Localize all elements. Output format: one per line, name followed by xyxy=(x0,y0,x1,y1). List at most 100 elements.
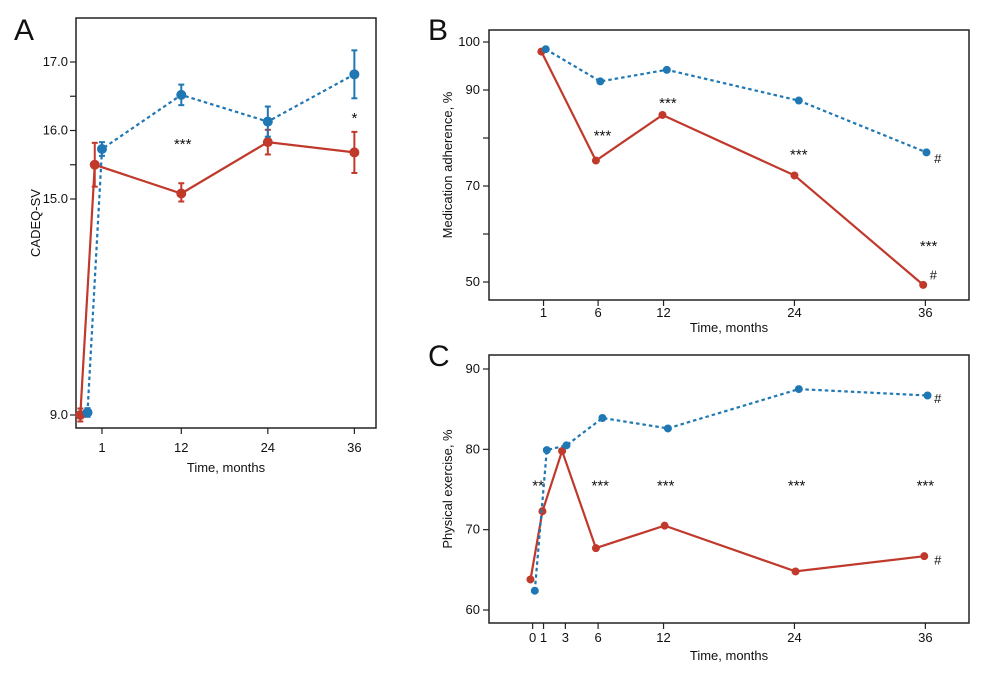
panel-a-ticks: 1 12 24 36 9.0 15.0 16.0 17.0 xyxy=(43,54,362,455)
panel-a-point-blue xyxy=(349,69,360,80)
panel-c-point-red xyxy=(791,567,800,576)
panel-c-series-red-line xyxy=(529,447,925,580)
panel-c-significance-annotation: *** xyxy=(917,477,935,494)
panel-a-y-tick-label: 15.0 xyxy=(43,191,68,206)
panel-b-y-tick-label: 70 xyxy=(466,178,480,193)
panel-a-point-blue xyxy=(82,407,93,418)
panel-b-y-tick-label: 100 xyxy=(458,34,480,49)
panel-c-x-tick-label: 1 xyxy=(540,630,547,645)
panel-a-y-axis-title: CADEQ-SV xyxy=(28,189,43,257)
panel-c-point-blue xyxy=(530,586,539,595)
panel-b-series-red-line xyxy=(540,51,924,286)
panel-a-frame xyxy=(75,17,377,429)
panel-c-point-blue xyxy=(663,424,672,433)
panel-c-point-red xyxy=(526,575,535,584)
panel-b-point-blue xyxy=(541,45,550,54)
panel-c-y-tick-label: 90 xyxy=(466,361,480,376)
panel-c-significance-annotation: *** xyxy=(592,477,610,494)
panel-c-y-axis-title: Physical exercise, % xyxy=(440,429,455,549)
panel-c-x-tick-label: 3 xyxy=(562,630,569,645)
panel-b-letter: B xyxy=(428,14,448,47)
panel-b-point-red xyxy=(591,156,600,165)
panel-a-point-blue xyxy=(96,143,107,154)
panel-b-point-red xyxy=(919,280,928,289)
panel-c-hash-annotation: # xyxy=(934,552,942,567)
panel-c-point-red xyxy=(920,552,929,561)
panel-b-significance-annotation: *** xyxy=(594,128,612,145)
panel-a-x-tick-label: 36 xyxy=(347,440,361,455)
panel-c-y-tick-label: 60 xyxy=(466,602,480,617)
panel-c-point-blue xyxy=(542,446,551,455)
panel-c-y-tick-label: 70 xyxy=(466,522,480,537)
panel-b-y-tick-label: 50 xyxy=(466,274,480,289)
panel-b-x-tick-label: 36 xyxy=(918,305,932,320)
panel-a-letter: A xyxy=(14,14,34,47)
panel-c-y-tick-label: 80 xyxy=(466,441,480,456)
panel-b-y-tick-label: 90 xyxy=(466,82,480,97)
panel-b-y-axis-title: Medication adherence, % xyxy=(440,91,455,238)
panel-c-point-blue xyxy=(794,385,803,394)
panel-a-plot: **** xyxy=(75,49,360,423)
panel-b-point-red xyxy=(790,171,799,180)
panel-a-point-red xyxy=(176,188,187,199)
panel-c-significance-annotation: *** xyxy=(788,477,806,494)
panel-c-significance-annotation: ** xyxy=(532,477,544,494)
panel-c-point-blue xyxy=(598,414,607,423)
panel-a-point-red xyxy=(89,159,100,170)
panel-c-x-tick-label: 36 xyxy=(918,630,932,645)
panel-c-frame xyxy=(488,354,970,624)
panel-a-point-blue xyxy=(176,89,187,100)
panel-a-y-tick-label: 16.0 xyxy=(43,123,68,138)
panel-c-x-axis-title: Time, months xyxy=(690,648,769,663)
panel-c-x-tick-label: 12 xyxy=(656,630,670,645)
panel-b-point-blue xyxy=(922,148,931,157)
panel-c-point-blue xyxy=(923,391,932,400)
panel-a-series-blue-line xyxy=(86,73,355,413)
panel-b-significance-annotation: *** xyxy=(790,146,808,163)
panel-b-ticks: 1 6 12 24 36 50 70 90 100 xyxy=(458,34,932,320)
panel-a-x-tick-label: 12 xyxy=(174,440,188,455)
panel-b-significance-annotation: *** xyxy=(920,238,938,255)
panel-c-letter: C xyxy=(428,340,450,373)
panel-a-x-axis-title: Time, months xyxy=(187,460,266,475)
panel-b-point-blue xyxy=(596,77,605,86)
panel-b-hash-annotation: # xyxy=(930,267,938,282)
panel-b-point-red xyxy=(658,110,667,119)
panel-b-x-tick-label: 6 xyxy=(594,305,601,320)
panel-b-plot: *** *** *** *** # # xyxy=(537,45,942,289)
panel-b-point-blue xyxy=(794,96,803,105)
panel-c-x-tick-label: 0 xyxy=(529,630,536,645)
panel-c-x-tick-label: 6 xyxy=(594,630,601,645)
panel-a-y-tick-label: 17.0 xyxy=(43,54,68,69)
panel-a-point-red xyxy=(262,137,273,148)
panel-c-point-red xyxy=(660,521,669,530)
panel-a-x-tick-label: 24 xyxy=(261,440,275,455)
panel-b-significance-annotation: *** xyxy=(659,95,677,112)
panel-b-x-axis-title: Time, months xyxy=(690,320,769,335)
panel-a: A Time, months CADEQ-SV 1 12 24 36 9.0 15.0 16… xyxy=(14,14,377,475)
panel-c-x-tick-label: 24 xyxy=(787,630,801,645)
panel-b-x-tick-label: 24 xyxy=(787,305,801,320)
panel-c-hash-annotation: # xyxy=(934,391,942,406)
panel-a-series-red-line xyxy=(79,140,355,416)
panel-c-plot: ** *** *** *** ***## xyxy=(526,385,942,595)
panel-c-point-red xyxy=(558,446,567,455)
panel-b-x-tick-label: 12 xyxy=(656,305,670,320)
panel-c-point-blue xyxy=(562,441,571,450)
panel-a-point-red xyxy=(349,147,360,158)
panel-b-point-blue xyxy=(662,65,671,74)
panel-a-point-blue xyxy=(262,116,273,127)
panel-b-x-tick-label: 1 xyxy=(540,305,547,320)
panel-b-frame xyxy=(488,29,970,301)
panel-a-y-tick-label: 9.0 xyxy=(50,407,68,422)
panel-a-significance-annotation: *** xyxy=(174,136,192,153)
panel-a-x-tick-label: 1 xyxy=(98,440,105,455)
panel-a-significance-annotation: * xyxy=(351,110,357,127)
panel-b: B Time, months Medication adherence, % 1… xyxy=(428,14,970,335)
panel-c-significance-annotation: *** xyxy=(657,477,675,494)
panel-c-point-red xyxy=(591,544,600,553)
panel-b-hash-annotation: # xyxy=(934,151,942,166)
